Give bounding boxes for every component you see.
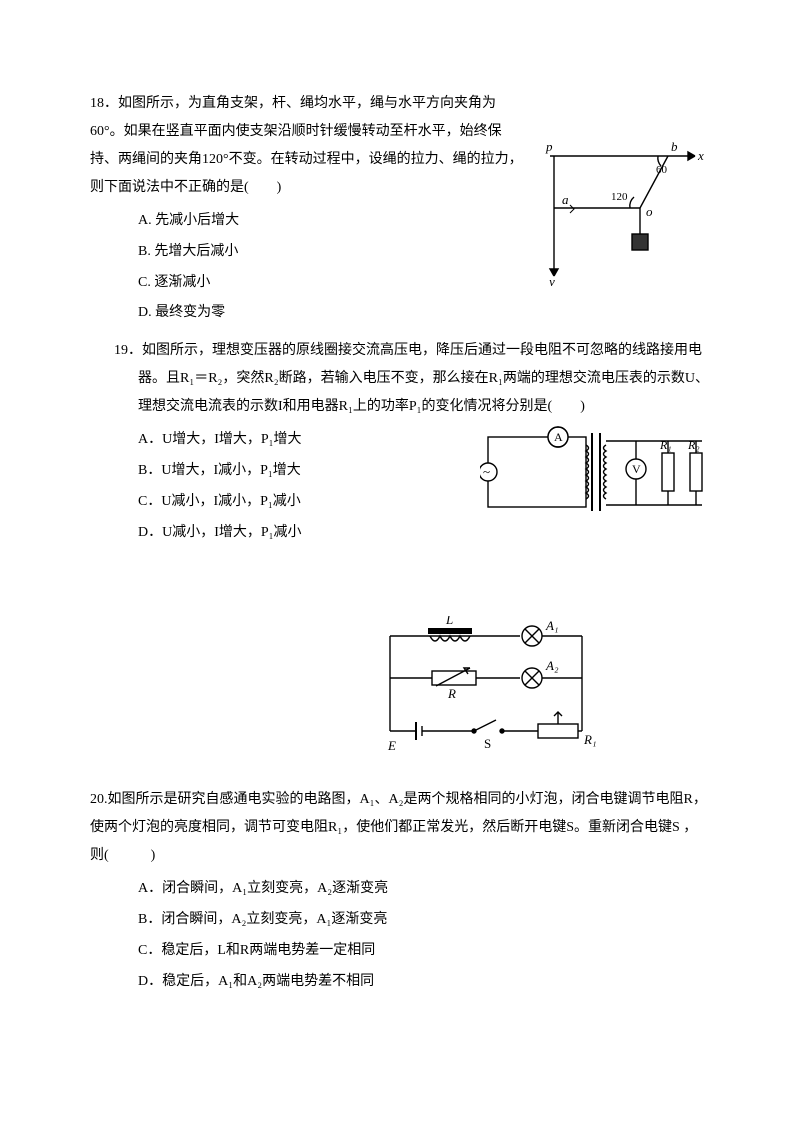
q18-option-d: D. 最终变为零 xyxy=(138,298,710,329)
label-o: o xyxy=(646,204,653,219)
label-A: A xyxy=(554,430,563,444)
q19-stem-text: 如图所示，理想变压器的原线圈接交流高压电，降压后通过一段电阻不可忽略的线路接用电… xyxy=(138,343,709,414)
q20-option-d: D．稳定后，A₁和A₂两端电势差不相同 xyxy=(138,967,710,998)
label-p: p xyxy=(545,139,553,154)
q20-option-b: B．闭合瞬间，A₂立刻变亮，A₁逐渐变亮 xyxy=(138,905,710,936)
figure-q20: L A₁ A₂ R E S R₁ xyxy=(370,616,610,766)
figure-q19: ~ A V R₁ R₂ xyxy=(480,419,710,524)
label-R1: R₁ xyxy=(659,438,672,452)
question-20: 20.如图所示是研究自感通电实验的电路图，A₁、A₂是两个规格相同的小灯泡，闭合… xyxy=(90,786,710,997)
label-R2: R₂ xyxy=(687,438,700,452)
label-E: E xyxy=(387,738,396,753)
q18-stem-text: 如图所示，为直角支架，杆、绳均水平，绳与水平方向夹角为60°。如果在竖直平面内使… xyxy=(90,96,523,195)
label-y: y xyxy=(547,274,555,286)
question-18: p b x a o y 60 120 18．如图所示，为直角支架，杆、绳均水平，… xyxy=(90,90,710,337)
q20-number: 20. xyxy=(90,792,108,807)
label-x: x xyxy=(697,148,704,163)
label-120: 120 xyxy=(611,191,628,203)
q19-number: 19． xyxy=(114,343,142,358)
q20-stem-text: 如图所示是研究自感通电实验的电路图，A₁、A₂是两个规格相同的小灯泡，闭合电键调… xyxy=(90,792,707,863)
label-L: L xyxy=(445,616,453,627)
label-V: V xyxy=(632,462,641,476)
q20-option-c: C．稳定后，L和R两端电势差一定相同 xyxy=(138,936,710,967)
label-b: b xyxy=(671,139,678,154)
label-R1b: R₁ xyxy=(583,732,596,747)
figure-q18: p b x a o y 60 120 xyxy=(540,136,710,286)
question-19: 19．如图所示，理想变压器的原线圈接交流高压电，降压后通过一段电阻不可忽略的线路… xyxy=(90,337,710,556)
label-60: 60 xyxy=(656,164,668,176)
label-R: R xyxy=(447,686,456,701)
q20-stem: 20.如图所示是研究自感通电实验的电路图，A₁、A₂是两个规格相同的小灯泡，闭合… xyxy=(90,786,710,870)
q18-number: 18． xyxy=(90,96,118,111)
label-A1: A₁ xyxy=(545,618,558,633)
label-a: a xyxy=(562,192,569,207)
svg-text:~: ~ xyxy=(483,464,490,479)
label-A2: A₂ xyxy=(545,658,559,673)
label-S: S xyxy=(484,736,491,751)
q19-stem: 19．如图所示，理想变压器的原线圈接交流高压电，降压后通过一段电阻不可忽略的线路… xyxy=(114,337,710,421)
q20-options: A．闭合瞬间，A₁立刻变亮，A₂逐渐变亮 B．闭合瞬间，A₂立刻变亮，A₁逐渐变… xyxy=(90,874,710,997)
q20-option-a: A．闭合瞬间，A₁立刻变亮，A₂逐渐变亮 xyxy=(138,874,710,905)
